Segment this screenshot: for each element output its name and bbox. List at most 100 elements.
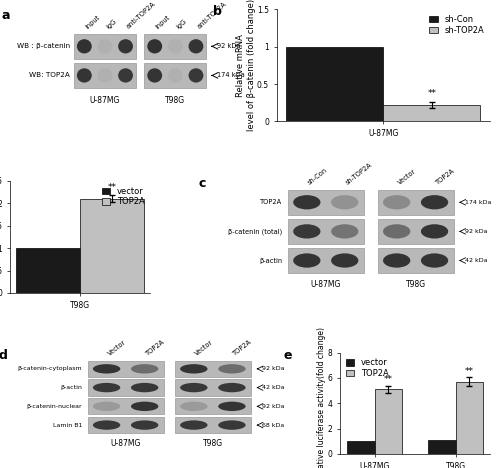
Text: 42 kDa: 42 kDa bbox=[262, 385, 284, 390]
Ellipse shape bbox=[218, 383, 246, 392]
Text: β-catenin-cytoplasm: β-catenin-cytoplasm bbox=[18, 366, 82, 371]
Ellipse shape bbox=[331, 224, 358, 239]
Ellipse shape bbox=[93, 402, 120, 411]
Ellipse shape bbox=[180, 402, 208, 411]
Ellipse shape bbox=[131, 420, 158, 430]
Text: IgG: IgG bbox=[105, 17, 118, 29]
Text: 174 kDa: 174 kDa bbox=[217, 73, 244, 79]
Ellipse shape bbox=[180, 420, 208, 430]
Ellipse shape bbox=[293, 253, 320, 268]
Ellipse shape bbox=[383, 224, 410, 239]
Text: Vector: Vector bbox=[194, 339, 214, 357]
FancyBboxPatch shape bbox=[288, 219, 364, 244]
FancyBboxPatch shape bbox=[288, 248, 364, 273]
Ellipse shape bbox=[131, 383, 158, 392]
Ellipse shape bbox=[77, 68, 92, 82]
Ellipse shape bbox=[98, 68, 112, 82]
Text: Input: Input bbox=[154, 14, 172, 29]
FancyBboxPatch shape bbox=[88, 380, 164, 396]
FancyBboxPatch shape bbox=[88, 361, 164, 377]
Ellipse shape bbox=[118, 39, 133, 53]
FancyBboxPatch shape bbox=[175, 361, 251, 377]
Ellipse shape bbox=[98, 39, 112, 53]
Text: β-actin: β-actin bbox=[60, 385, 82, 390]
Text: TOP2A: TOP2A bbox=[232, 338, 253, 357]
Y-axis label: Relative luciferase activity(fold change): Relative luciferase activity(fold change… bbox=[318, 327, 326, 468]
FancyBboxPatch shape bbox=[88, 398, 164, 415]
Ellipse shape bbox=[218, 364, 246, 373]
Text: a: a bbox=[2, 9, 10, 22]
Ellipse shape bbox=[148, 39, 162, 53]
Ellipse shape bbox=[93, 364, 120, 373]
Text: 92 kDa: 92 kDa bbox=[262, 366, 284, 371]
Text: β-catenin-nuclear: β-catenin-nuclear bbox=[26, 404, 82, 409]
Text: Lamin B1: Lamin B1 bbox=[52, 423, 82, 428]
Text: TOP2A: TOP2A bbox=[144, 338, 166, 357]
Text: Input: Input bbox=[84, 14, 101, 29]
Ellipse shape bbox=[131, 402, 158, 411]
Text: e: e bbox=[284, 349, 292, 362]
FancyBboxPatch shape bbox=[378, 248, 454, 273]
Text: β-catenin (total): β-catenin (total) bbox=[228, 228, 282, 234]
Text: T98G: T98G bbox=[166, 95, 186, 104]
Text: T98G: T98G bbox=[203, 439, 223, 448]
FancyBboxPatch shape bbox=[288, 190, 364, 215]
Ellipse shape bbox=[168, 68, 183, 82]
Text: 92 kDa: 92 kDa bbox=[464, 229, 487, 234]
Text: c: c bbox=[198, 176, 205, 190]
Ellipse shape bbox=[421, 253, 448, 268]
Ellipse shape bbox=[188, 39, 204, 53]
Bar bbox=[347, 441, 374, 454]
Bar bbox=[80, 199, 144, 293]
Ellipse shape bbox=[180, 383, 208, 392]
Ellipse shape bbox=[218, 420, 246, 430]
Text: WB : β-catenin: WB : β-catenin bbox=[16, 44, 70, 49]
Text: U-87MG: U-87MG bbox=[90, 95, 120, 104]
Ellipse shape bbox=[118, 68, 133, 82]
Bar bbox=[16, 248, 80, 293]
FancyBboxPatch shape bbox=[175, 398, 251, 415]
Text: **: ** bbox=[465, 367, 474, 376]
Y-axis label: Relative mRNA
level of β-catenin (fold change): Relative mRNA level of β-catenin (fold c… bbox=[236, 0, 256, 132]
Text: sh-TOP2A: sh-TOP2A bbox=[344, 161, 374, 185]
Text: anti-TOP2A: anti-TOP2A bbox=[126, 0, 157, 29]
Ellipse shape bbox=[421, 224, 448, 239]
Text: Vector: Vector bbox=[396, 168, 417, 185]
FancyBboxPatch shape bbox=[175, 380, 251, 396]
FancyBboxPatch shape bbox=[74, 63, 136, 88]
FancyBboxPatch shape bbox=[144, 63, 206, 88]
Ellipse shape bbox=[383, 253, 410, 268]
Legend: vector, TOP2A: vector, TOP2A bbox=[100, 185, 146, 208]
FancyBboxPatch shape bbox=[378, 219, 454, 244]
Legend: sh-Con, sh-TOP2A: sh-Con, sh-TOP2A bbox=[428, 14, 486, 37]
Ellipse shape bbox=[293, 224, 320, 239]
Text: β-actin: β-actin bbox=[259, 257, 282, 263]
Text: 92 kDa: 92 kDa bbox=[217, 44, 240, 49]
Text: Vector: Vector bbox=[106, 339, 127, 357]
Text: b: b bbox=[212, 5, 222, 18]
Text: U-87MG: U-87MG bbox=[110, 439, 141, 448]
Text: 92 kDa: 92 kDa bbox=[262, 404, 284, 409]
Text: IgG: IgG bbox=[176, 17, 188, 29]
Text: **: ** bbox=[384, 375, 393, 384]
FancyBboxPatch shape bbox=[175, 417, 251, 433]
Bar bbox=[374, 389, 402, 454]
Ellipse shape bbox=[383, 195, 410, 209]
Bar bbox=[286, 47, 384, 121]
Bar bbox=[384, 105, 480, 121]
Text: **: ** bbox=[428, 89, 436, 98]
Text: sh-Con: sh-Con bbox=[307, 167, 329, 185]
FancyBboxPatch shape bbox=[88, 417, 164, 433]
FancyBboxPatch shape bbox=[378, 190, 454, 215]
Ellipse shape bbox=[77, 39, 92, 53]
Ellipse shape bbox=[218, 402, 246, 411]
Text: TOP2A: TOP2A bbox=[260, 199, 282, 205]
Ellipse shape bbox=[93, 420, 120, 430]
FancyBboxPatch shape bbox=[144, 34, 206, 58]
Bar bbox=[428, 440, 456, 454]
Bar bbox=[456, 382, 483, 454]
Text: d: d bbox=[0, 349, 8, 362]
Ellipse shape bbox=[148, 68, 162, 82]
Text: 174 kDa: 174 kDa bbox=[464, 200, 491, 205]
Ellipse shape bbox=[93, 383, 120, 392]
